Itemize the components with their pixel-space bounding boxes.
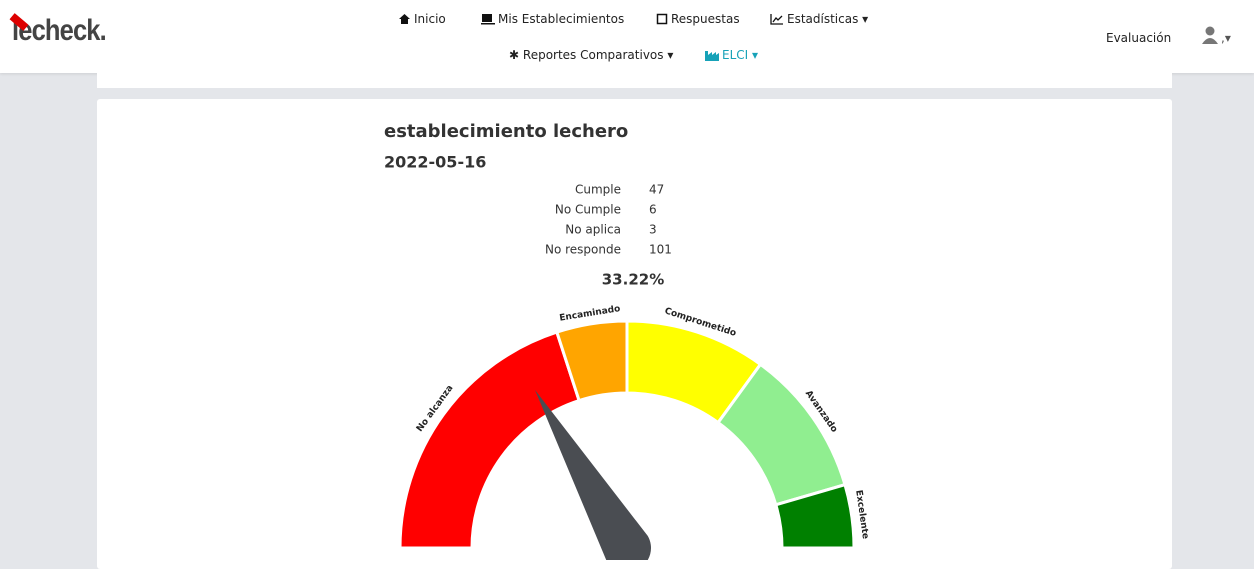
stat-label: No Cumple bbox=[555, 203, 621, 217]
icon bbox=[1202, 26, 1218, 44]
nav-label: Evaluación bbox=[1106, 31, 1172, 45]
icon bbox=[656, 13, 668, 25]
needle bbox=[534, 389, 651, 560]
nav-item[interactable]: Respuestas bbox=[656, 12, 740, 26]
nav-item[interactable]: ✱ Reportes Comparativos ▾ bbox=[509, 48, 674, 62]
stat-value: 47 bbox=[649, 183, 664, 197]
stat-label: No aplica bbox=[565, 223, 621, 237]
report-date: 2022-05-16 bbox=[384, 153, 486, 172]
nav-label: Reportes Comparativos bbox=[522, 48, 664, 62]
nav-label: Inicio bbox=[414, 12, 446, 26]
icon bbox=[399, 14, 410, 24]
logo-text: lecheck. bbox=[12, 14, 107, 47]
icon bbox=[770, 14, 783, 25]
report-title: establecimiento lechero bbox=[384, 121, 628, 142]
card-top bbox=[97, 73, 1172, 88]
nav-label: ELCI bbox=[722, 48, 749, 62]
gauge-band bbox=[773, 482, 856, 550]
stat-value: 3 bbox=[649, 223, 657, 237]
icon bbox=[481, 14, 495, 25]
user-label: , bbox=[1221, 31, 1225, 45]
stat-value: 6 bbox=[649, 203, 657, 217]
logo[interactable]: lecheck. bbox=[12, 14, 107, 48]
nav-label: Mis Establecimientos bbox=[498, 12, 625, 26]
percentage: 33.22% bbox=[602, 271, 664, 289]
nav-item[interactable]: Mis Establecimientos bbox=[481, 12, 624, 26]
nav-item[interactable]: Inicio bbox=[398, 12, 446, 26]
gauge-band bbox=[398, 330, 581, 550]
nav-item[interactable]: Evaluación bbox=[1106, 31, 1171, 45]
nav-label: Estadísticas bbox=[787, 12, 859, 26]
stat-label: No responde bbox=[545, 243, 621, 257]
band-label: Excelente bbox=[853, 489, 870, 539]
nav-label: Respuestas bbox=[671, 12, 740, 26]
stat-label: Cumple bbox=[575, 183, 621, 197]
icon bbox=[705, 51, 719, 61]
nav-item[interactable]: ELCI ▾ bbox=[705, 48, 758, 62]
user-menu[interactable]: ,▾ bbox=[1202, 26, 1231, 45]
navbar: lecheck. Inicio Mis Establecimientos Res… bbox=[0, 0, 1254, 73]
nav-item[interactable]: Estadísticas ▾ bbox=[770, 12, 868, 26]
stat-value: 101 bbox=[649, 243, 672, 257]
